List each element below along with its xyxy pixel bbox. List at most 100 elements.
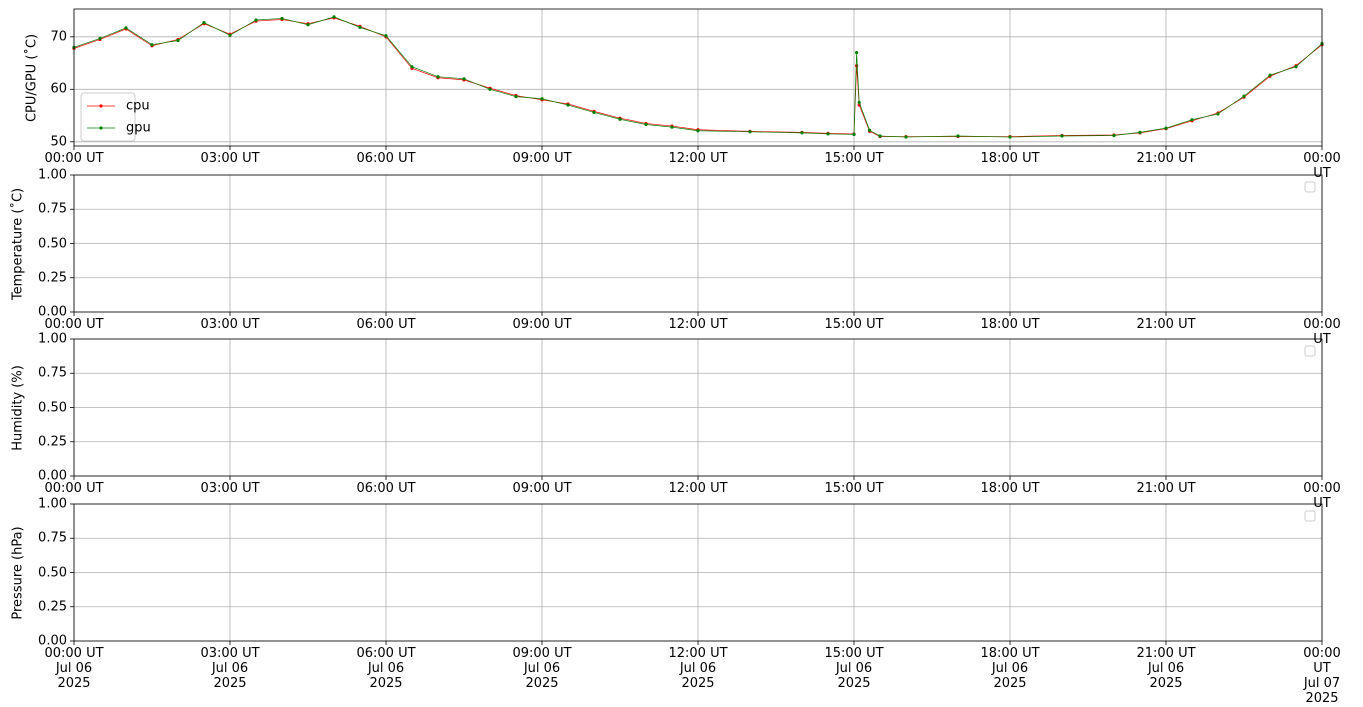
x-tick-label: 12:00 UT (668, 317, 728, 332)
y-axis-label: Temperature (˚C) (10, 187, 26, 300)
x-tick-label: 00:00 UT Jul 06 2025 (44, 646, 104, 691)
x-tick-label: 06:00 UT (356, 317, 416, 332)
plot-frame (73, 174, 1323, 313)
x-tick-label: 00:00 UT (1303, 481, 1341, 511)
x-tick-label: 12:00 UT Jul 06 2025 (668, 646, 728, 691)
point (855, 50, 859, 55)
point (904, 135, 908, 139)
x-tick-label: 21:00 UT Jul 06 2025 (1136, 646, 1196, 691)
x-tick-label: 00:00 UT (1303, 317, 1341, 347)
point (1242, 94, 1246, 98)
x-tick-label: 09:00 UT Jul 06 2025 (512, 646, 572, 691)
point (644, 122, 648, 127)
y-tick-label: 70 (50, 29, 67, 45)
point (618, 117, 622, 121)
y-tick-label: 50 (50, 134, 67, 150)
legend-box (1304, 181, 1316, 193)
y-tick-label: 0.25 (38, 270, 67, 286)
y-tick-label: 0.25 (38, 434, 67, 450)
point (228, 33, 232, 37)
x-tick-label: 18:00 UT Jul 06 2025 (980, 646, 1040, 691)
y-tick-label: 0.75 (38, 530, 67, 546)
x-tick-label: 03:00 UT (200, 317, 260, 332)
point (514, 95, 518, 99)
point (124, 26, 128, 30)
point (176, 38, 180, 43)
point (748, 130, 752, 134)
x-tick-label: 03:00 UT Jul 06 2025 (200, 646, 260, 691)
point (410, 65, 414, 69)
plot-frame (73, 338, 1323, 477)
point (280, 16, 284, 21)
point (384, 34, 388, 38)
y-axis-label: Pressure (hPa) (10, 525, 26, 620)
plot-frame (73, 503, 1323, 642)
legend-box (1304, 510, 1316, 522)
x-tick-label: 09:00 UT (512, 151, 572, 166)
x-tick-label: 15:00 UT Jul 06 2025 (824, 646, 884, 691)
legend-box (80, 92, 136, 142)
y-tick-label: 1.00 (38, 331, 67, 347)
point (1138, 130, 1142, 134)
point (1216, 112, 1220, 116)
x-tick-label: 12:00 UT (668, 151, 728, 166)
point (868, 128, 872, 132)
x-tick-label: 21:00 UT (1136, 317, 1196, 332)
point (1268, 73, 1272, 77)
point (566, 103, 570, 107)
x-tick-label: 15:00 UT (824, 481, 884, 496)
x-tick-label: 18:00 UT (980, 151, 1040, 166)
point (1112, 133, 1116, 138)
point (306, 23, 310, 27)
x-tick-label: 21:00 UT (1136, 151, 1196, 166)
point (1294, 65, 1298, 69)
point (98, 36, 102, 40)
x-tick-label: 00:00 UT Jul 07 2025 (1303, 646, 1341, 706)
y-tick-label: 1.00 (38, 496, 67, 512)
y-tick-label: 0.50 (38, 400, 67, 415)
y-tick-label: 0.75 (38, 365, 67, 381)
y-tick-label: 0.00 (38, 304, 67, 320)
legend-marker (99, 126, 103, 130)
y-tick-label: 0.50 (38, 236, 67, 251)
x-tick-label: 00:00 UT (1303, 151, 1341, 181)
x-tick-label: 00:00 UT (44, 151, 104, 166)
series-line (73, 16, 1323, 138)
legend-box (1304, 345, 1316, 357)
point (150, 43, 154, 47)
point (956, 134, 960, 138)
point (1060, 134, 1064, 138)
x-tick-label: 12:00 UT (668, 481, 728, 496)
point (878, 134, 882, 138)
point (857, 100, 861, 105)
point (254, 18, 258, 22)
x-tick-label: 03:00 UT (200, 151, 260, 166)
point (358, 25, 362, 29)
x-tick-label: 21:00 UT (1136, 481, 1196, 496)
y-tick-label: 0.25 (38, 599, 67, 615)
point (826, 132, 830, 136)
point (855, 64, 859, 68)
legend-label: gpu (126, 120, 151, 136)
point (1008, 135, 1012, 139)
point (488, 87, 492, 91)
y-axis-label: Humidity (%) (10, 364, 26, 451)
x-tick-label: 03:00 UT (200, 481, 260, 496)
y-axis-label: CPU/GPU (˚C) (24, 33, 40, 122)
x-tick-label: 15:00 UT (824, 317, 884, 332)
x-tick-label: 06:00 UT (356, 481, 416, 496)
plot-frame (73, 8, 1323, 147)
point (852, 132, 856, 137)
x-tick-label: 09:00 UT (512, 317, 572, 332)
legend-label: cpu (126, 98, 150, 114)
point (696, 129, 700, 133)
point (540, 97, 544, 101)
point (1190, 118, 1194, 122)
x-tick-label: 06:00 UT Jul 06 2025 (356, 646, 416, 691)
point (592, 110, 596, 115)
x-tick-label: 09:00 UT (512, 481, 572, 496)
y-tick-label: 0.00 (38, 633, 67, 649)
x-tick-label: 18:00 UT (980, 317, 1040, 332)
